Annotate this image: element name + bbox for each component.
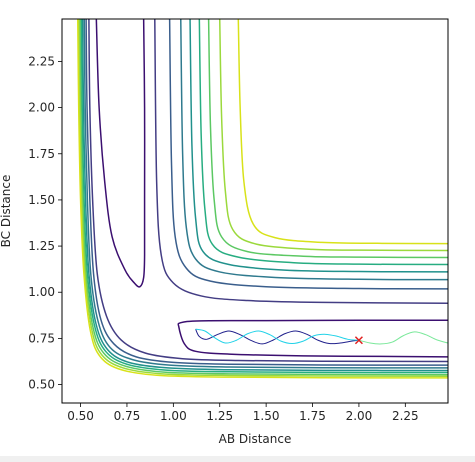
contour-line-3 [154,19,448,305]
trajectory-line-1 [195,328,359,345]
y-tick-label: 1.75 [28,147,55,161]
contour-line-5 [168,19,448,290]
y-tick-label: 0.50 [28,378,55,392]
x-axis-ticks: 0.50 0.75 1.00 1.25 1.50 1.75 2.00 2.25 [67,403,419,423]
y-tick-label: 1.00 [28,285,55,299]
y-tick-label: 2.00 [28,101,55,115]
contour-line-14 [79,19,448,376]
contour-line-10 [81,19,448,372]
contour-line-2 [177,319,448,358]
contour-line-1 [95,19,146,288]
x-tick-label: 0.75 [114,409,141,423]
contour-line-12 [80,19,448,374]
contour-line-13 [207,19,448,259]
x-tick-label: 1.00 [160,409,187,423]
y-tick-label: 1.25 [28,239,55,253]
contour-line-15 [218,19,448,252]
x-marker-point [354,336,363,345]
contour-line-8 [83,19,448,369]
trajectory-line-2 [195,328,359,345]
y-axis-label: BC Distance [0,175,13,248]
contour-line-7 [180,19,448,281]
y-axis-ticks: 0.50 0.75 1.00 1.25 1.50 1.75 2.00 2.25 [28,54,62,392]
x-tick-label: 1.25 [206,409,233,423]
x-tick-label: 2.00 [346,409,373,423]
contour-line-4 [88,19,448,363]
x-tick-label: 0.50 [67,409,94,423]
trajectory-line-3 [358,331,448,345]
x-axis-label: AB Distance [219,432,292,446]
contour-layer [77,19,448,379]
contour-line-17 [237,19,448,245]
y-tick-label: 2.25 [28,54,55,68]
trajectory-layer [195,328,448,345]
window-bottom-strip [0,456,475,462]
x-tick-label: 1.50 [253,409,280,423]
contour-line-6 [85,19,448,366]
plot-frame [61,18,449,404]
contour-line-18 [77,19,448,379]
contour-line-16 [78,19,448,377]
contour-line-9 [189,19,448,273]
y-tick-label: 1.50 [28,193,55,207]
contour-line-11 [198,19,448,266]
x-tick-label: 2.25 [392,409,419,423]
y-tick-label: 0.75 [28,331,55,345]
x-tick-label: 1.75 [299,409,326,423]
